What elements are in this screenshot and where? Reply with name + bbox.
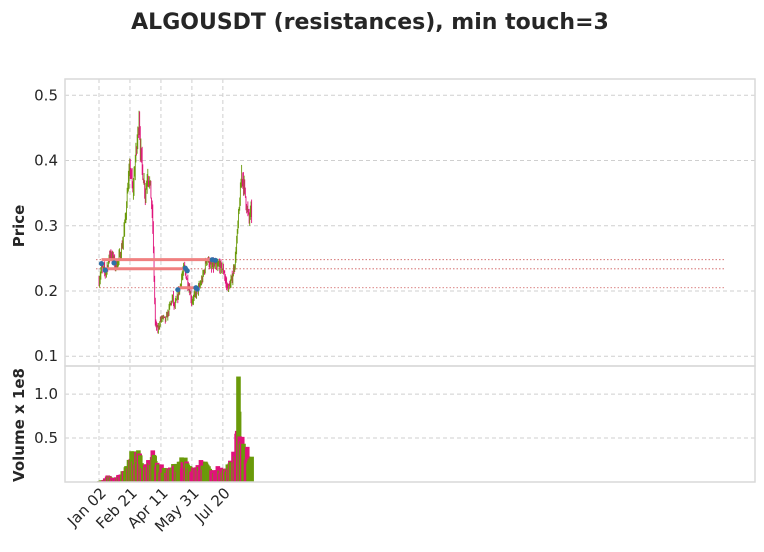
- touch-point: [111, 260, 117, 266]
- x-tick-label: Jul 20: [191, 484, 234, 527]
- volume-grid: [65, 366, 755, 482]
- touch-point: [102, 267, 108, 273]
- touch-point: [98, 260, 105, 267]
- price-tick-label: 0.1: [34, 347, 58, 365]
- touch-point: [184, 268, 190, 274]
- touch-point: [212, 257, 218, 263]
- volume-panel-frame: [64, 365, 756, 483]
- touch-point: [194, 286, 200, 292]
- price-tick-label: 0.4: [34, 152, 58, 170]
- volume-bars: [96, 376, 254, 482]
- volume-axis-label: Volume x 1e8: [10, 368, 28, 482]
- volume-tick-label: 1.0: [34, 385, 58, 403]
- volume-tick-labels: 0.5 1.0: [34, 385, 58, 447]
- faint-level-lines: [96, 259, 724, 289]
- volume-bar: [249, 456, 254, 482]
- price-tick-label: 0.3: [34, 217, 58, 235]
- price-grid: [65, 79, 755, 366]
- price-tick-label: 0.2: [34, 282, 58, 300]
- volume-tick-label: 0.5: [34, 429, 58, 447]
- price-tick-labels: 0.1 0.2 0.3 0.4 0.5: [34, 86, 58, 365]
- candles: [98, 110, 253, 334]
- price-axis-label: Price: [10, 205, 28, 248]
- touch-point: [175, 287, 181, 293]
- price-tick-label: 0.5: [34, 86, 58, 104]
- chart-title: ALGOUSDT (resistances), min touch=3: [131, 10, 609, 35]
- price-panel-frame: [64, 78, 756, 367]
- touch-points: [98, 257, 218, 293]
